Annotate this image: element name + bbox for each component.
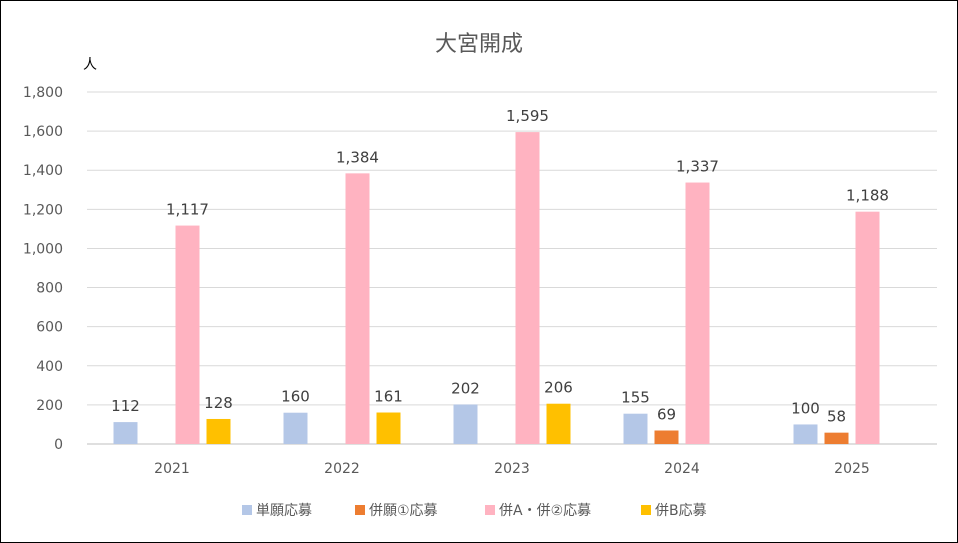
legend: 単願応募 併願①応募 併A・併②応募 併B応募 (242, 503, 707, 519)
legend-swatch (641, 505, 651, 515)
data-label: 202 (451, 379, 480, 397)
x-tick-label: 2022 (324, 461, 360, 477)
legend-label: 併B応募 (655, 503, 707, 519)
chart-title: 大宮開成 (435, 32, 523, 57)
bar (515, 132, 540, 445)
y-tick-label: 200 (36, 398, 63, 414)
bar (546, 403, 571, 444)
x-tick-label: 2025 (834, 461, 870, 477)
y-tick-label: 1,600 (23, 124, 63, 140)
y-tick-label: 1,200 (23, 202, 63, 218)
data-label: 155 (621, 389, 650, 407)
data-label: 161 (374, 388, 403, 406)
data-label: 1,117 (166, 201, 209, 219)
bar (793, 424, 818, 444)
y-axis-unit: 人 (83, 57, 97, 73)
y-tick-label: 400 (36, 359, 63, 375)
bar (376, 412, 401, 444)
data-label: 112 (111, 397, 140, 415)
x-axis-ticks: 2021 2022 2023 2024 2025 (154, 461, 870, 477)
bar (623, 413, 648, 444)
bar (685, 182, 710, 444)
data-label: 100 (791, 399, 820, 417)
data-label: 1,188 (846, 187, 889, 205)
y-tick-label: 1,000 (23, 241, 63, 257)
legend-label: 単願応募 (256, 503, 312, 519)
y-tick-label: 600 (36, 320, 63, 336)
bar (855, 211, 880, 444)
x-tick-label: 2021 (154, 461, 190, 477)
legend-swatch (355, 505, 365, 515)
data-label: 1,595 (506, 107, 549, 125)
bar (283, 412, 308, 444)
data-label: 1,337 (676, 158, 719, 176)
bar (654, 430, 679, 444)
bar (824, 432, 849, 444)
data-label: 128 (204, 394, 233, 412)
data-label: 69 (657, 406, 676, 424)
legend-label: 併A・併②応募 (499, 503, 591, 519)
x-tick-label: 2024 (664, 461, 700, 477)
legend-label: 併願①応募 (369, 503, 438, 519)
data-label: 1,384 (336, 148, 379, 166)
y-tick-label: 1,400 (23, 163, 63, 179)
legend-swatch (485, 505, 495, 515)
legend-swatch (242, 505, 252, 515)
data-labels: 112 1,117 128 160 1,384 161 202 1,595 206 155 69 1,… (111, 107, 889, 426)
x-tick-label: 2023 (494, 461, 530, 477)
data-label: 206 (544, 379, 573, 397)
y-tick-label: 1,800 (23, 85, 63, 101)
gridlines (87, 91, 937, 445)
bar (453, 404, 478, 444)
bar (175, 225, 200, 444)
y-tick-label: 0 (54, 437, 63, 453)
data-label: 58 (827, 408, 846, 426)
y-tick-label: 800 (36, 281, 63, 297)
bar (113, 422, 138, 444)
bar (206, 418, 231, 444)
bar (345, 173, 370, 444)
data-label: 160 (281, 388, 310, 406)
bars (113, 132, 880, 445)
y-axis-ticks: 0 200 400 600 800 1,000 1,200 1,400 1,600 1,800 (23, 85, 63, 453)
